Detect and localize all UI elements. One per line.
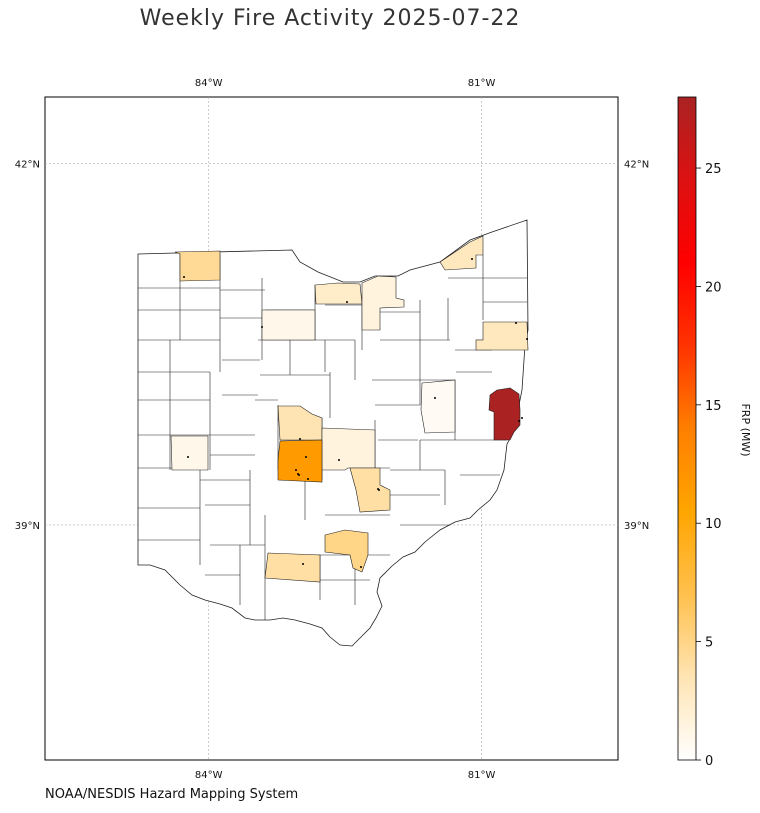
lon-label-top: 84°W [195,78,223,89]
fire-detection-point [261,326,263,328]
credit-text: NOAA/NESDIS Hazard Mapping System [45,787,299,802]
colorbar-tick-label: 25 [705,162,722,177]
fire-detection-point [518,420,520,422]
fire-detection-point [307,478,309,480]
fire-detection-point [183,276,185,278]
fire-detection-point [187,456,189,458]
lat-label-right: 42°N [624,159,649,170]
county-licking [321,427,376,471]
fire-detection-point [521,417,523,419]
county-huron [361,275,405,331]
colorbar-label: FRP (MW) [739,403,752,456]
fire-detection-point [295,469,297,471]
lon-label-bottom: 84°W [195,770,223,781]
county-lake [439,235,484,271]
map-title: Weekly Fire Activity 2025-07-22 [139,6,521,31]
fire-detections [183,258,528,568]
colorbar [677,96,697,761]
fire-counties [170,235,529,583]
colorbar-tick-label: 10 [705,517,722,532]
county-mahoning [475,321,529,351]
colorbar-tick-label: 0 [705,754,713,769]
lon-label-bottom: 81°W [468,770,496,781]
fire-detection-point [515,322,517,324]
county-sandusky [314,282,363,305]
county-fulton [174,250,221,282]
county-ross [324,529,369,573]
county-champaign [170,435,209,471]
county-columbiana [488,387,521,441]
county-franklin [277,439,323,483]
fire-detection-point [346,301,348,303]
lon-label-top: 81°W [468,78,496,89]
fire-detection-point [434,397,436,399]
colorbar-tick-label: 20 [705,280,722,295]
county-tuscarawas [420,379,456,434]
county-highland [264,552,321,583]
lat-label-left: 42°N [15,159,40,170]
fire-detection-point [377,488,379,490]
colorbar-tick-label: 15 [705,399,722,414]
fire-detection-point [360,566,362,568]
fire-detection-point [299,438,301,440]
fire-detection-point [471,258,473,260]
fire-detection-point [302,563,304,565]
lat-label-left: 39°N [15,521,40,532]
county-union [277,405,323,441]
graticule-labels: 84°W 84°W 81°W 81°W 42°N 42°N 39°N 39°N [15,78,649,781]
colorbar-ticks: 0 5 10 15 20 25 [696,162,722,769]
fire-detection-point [526,338,528,340]
fire-detection-point [298,474,300,476]
colorbar-tick-label: 5 [705,636,713,651]
county-perry [349,467,391,513]
fire-detection-point [338,459,340,461]
county-seneca [261,309,316,341]
fire-detection-point [305,456,307,458]
lat-label-right: 39°N [624,521,649,532]
graticule [45,97,618,760]
